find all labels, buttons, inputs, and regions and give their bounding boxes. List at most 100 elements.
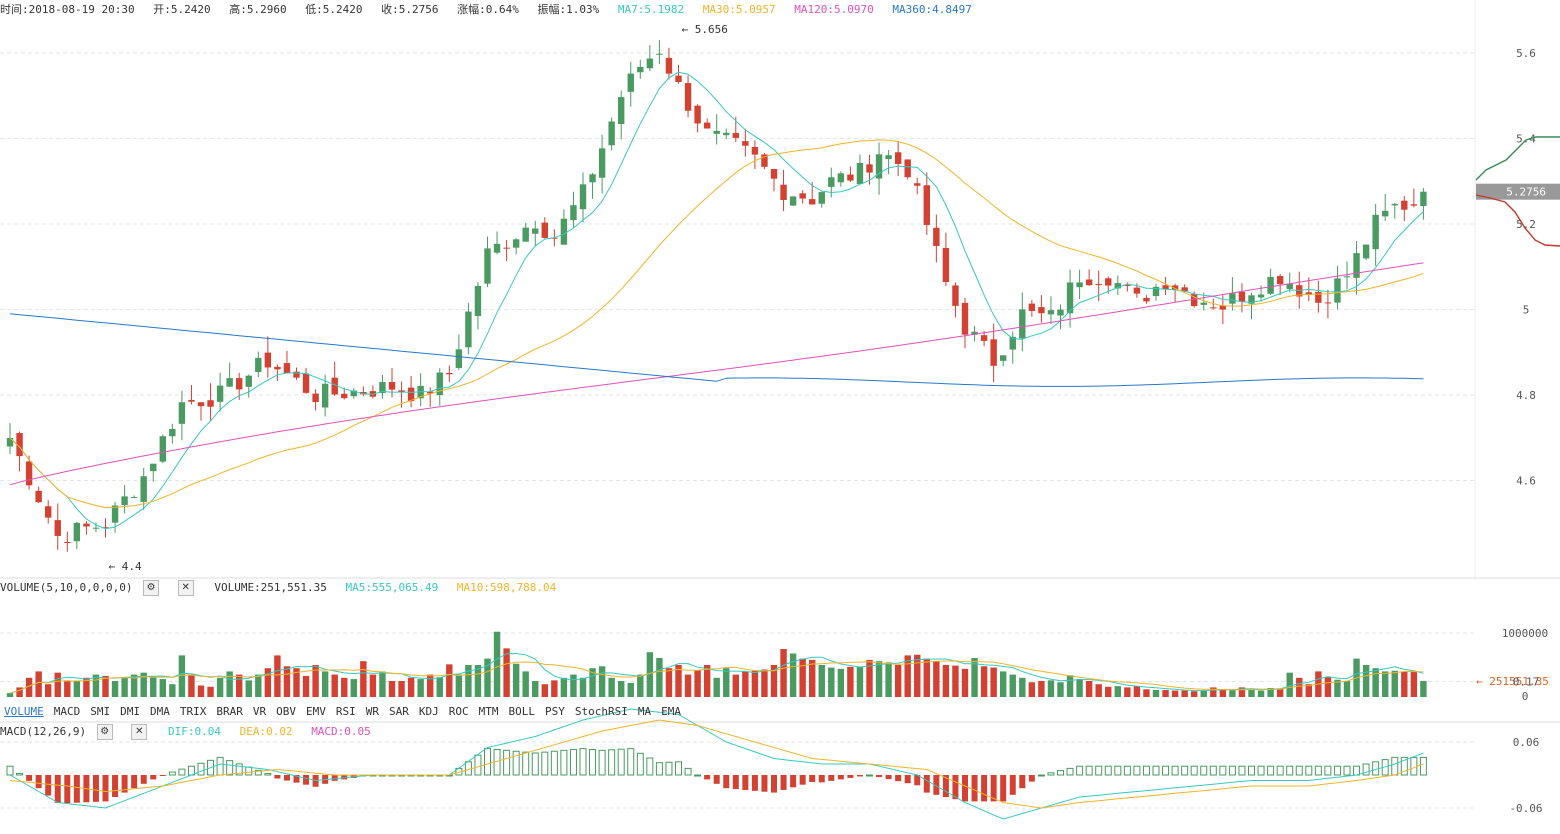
volume-bar	[92, 674, 100, 697]
tab-macd[interactable]: MACD	[53, 705, 81, 718]
tab-brar[interactable]: BRAR	[216, 705, 243, 718]
macd-bar	[1085, 765, 1093, 776]
volume-bar	[589, 668, 596, 697]
candle-body	[1124, 284, 1131, 286]
gear-icon[interactable]: ⚙	[96, 724, 113, 740]
tab-smi[interactable]: SMI	[90, 705, 111, 718]
volume-bar	[809, 659, 816, 697]
volume-bar	[188, 674, 195, 697]
candle-body	[933, 227, 940, 246]
tab-roc[interactable]: ROC	[448, 705, 469, 718]
volume-bar	[360, 661, 367, 697]
volume-bar	[245, 680, 252, 697]
tab-psy[interactable]: PSY	[545, 705, 565, 718]
macd-bar	[856, 775, 863, 777]
amplitude-label: 振幅:1.03%	[537, 3, 600, 16]
volume-bar	[1210, 687, 1217, 697]
candle-body	[1152, 286, 1160, 297]
tab-vr[interactable]: VR	[252, 705, 267, 718]
candle-body	[1420, 191, 1427, 207]
macd-bar	[962, 775, 968, 802]
volume-ma5-label: MA5:555,065.49	[345, 581, 439, 594]
volume-bar	[1171, 690, 1179, 697]
macd-bar	[168, 771, 176, 776]
gear-icon[interactable]: ⚙	[143, 580, 160, 596]
candle-body	[694, 105, 701, 124]
tab-sar[interactable]: SAR	[389, 705, 409, 718]
candle-body	[818, 192, 825, 204]
price-tick-label: 5.6	[1516, 47, 1536, 60]
volume-bar	[541, 684, 548, 697]
macd-tick-label: -0.06	[1509, 802, 1542, 815]
tab-rsi[interactable]: RSI	[335, 705, 356, 718]
volume-bar	[637, 674, 644, 697]
ma7-label: MA7:5.1982	[617, 3, 685, 16]
volume-bar	[608, 677, 615, 697]
volume-bar	[656, 657, 663, 697]
macd-bar	[895, 775, 902, 782]
macd-bar	[704, 775, 711, 780]
macd-bar	[1400, 756, 1408, 776]
macd-bar	[1410, 756, 1418, 776]
macd-bar	[341, 775, 348, 780]
candle-body	[799, 193, 806, 199]
macd-bar	[790, 775, 797, 788]
close-icon[interactable]: ✕	[131, 724, 148, 740]
macd-bar	[876, 775, 883, 778]
volume-bar	[914, 654, 921, 697]
tab-boll[interactable]: BOLL	[508, 705, 536, 718]
volume-bar	[856, 666, 864, 697]
candle-body	[1315, 291, 1322, 303]
tab-wr[interactable]: WR	[365, 705, 379, 718]
macd-bar	[283, 775, 290, 781]
tab-volume[interactable]: VOLUME	[4, 705, 44, 718]
candle-body	[111, 505, 119, 523]
candle-body	[723, 132, 730, 136]
volume-bar	[961, 668, 969, 697]
tab-dma[interactable]: DMA	[150, 705, 170, 718]
volume-bar	[1038, 681, 1045, 697]
tab-kdj[interactable]: KDJ	[418, 705, 439, 718]
tab-ma[interactable]: MA	[637, 705, 652, 718]
macd-bar	[92, 775, 99, 802]
volume-bar	[618, 681, 625, 697]
macd-bar	[6, 765, 14, 776]
volume-bar	[1047, 680, 1055, 697]
tab-trix[interactable]: TRIX	[179, 705, 207, 718]
tab-ema[interactable]: EMA	[661, 705, 681, 718]
close-icon[interactable]: ✕	[177, 580, 194, 596]
volume-bar	[111, 681, 119, 697]
ma120-label: MA120:5.0970	[794, 3, 874, 16]
volume-bar	[1296, 677, 1303, 697]
macd-bar	[102, 775, 109, 802]
low-marker: ← 4.4	[109, 560, 142, 573]
tab-obv[interactable]: OBV	[276, 705, 296, 718]
candle-body	[1305, 292, 1312, 296]
candle-body	[178, 402, 186, 424]
volume-bar	[45, 684, 52, 697]
tab-mtm[interactable]: MTM	[478, 705, 499, 718]
macd-bar	[971, 775, 978, 802]
candle-body	[331, 377, 338, 395]
macd-bar	[914, 775, 921, 786]
volume-ma10-label: MA10:598,788.04	[456, 581, 557, 594]
volume-bar	[723, 668, 730, 697]
macd-bar	[245, 766, 253, 776]
macd-bar	[761, 775, 768, 792]
tab-stochrsi[interactable]: StochRSI	[574, 705, 628, 718]
volume-bar	[25, 677, 33, 697]
volume-bar	[178, 655, 186, 697]
volume-bar	[1114, 686, 1121, 697]
candle-body	[751, 147, 759, 155]
candle-body	[894, 152, 902, 164]
tab-emv[interactable]: EMV	[306, 705, 326, 718]
macd-bar	[1353, 765, 1361, 776]
candle-body	[1267, 276, 1274, 294]
volume-bar	[283, 666, 291, 697]
volume-bar	[83, 677, 90, 697]
candle-body	[216, 385, 224, 402]
candle-body	[684, 83, 692, 111]
macd-tick-label: 0.06	[1513, 736, 1540, 749]
tab-dmi[interactable]: DMI	[120, 705, 140, 718]
